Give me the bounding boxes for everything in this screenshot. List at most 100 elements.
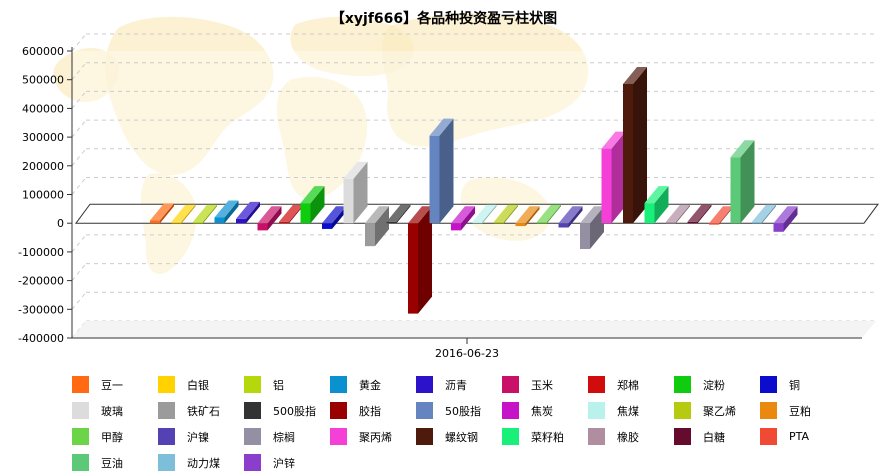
legend-swatch: [158, 376, 175, 393]
bar-12: [386, 204, 411, 224]
legend-swatch: [416, 402, 433, 419]
legend-swatch: [760, 428, 777, 445]
bars: [150, 67, 798, 314]
legend-label: 白银: [187, 378, 209, 392]
legend-label: 豆一: [101, 378, 123, 392]
legend-label: 沪镍: [187, 430, 209, 444]
bar-14: [429, 118, 454, 224]
legend-item[interactable]: 沪锌: [244, 454, 330, 471]
legend-label: 焦炭: [531, 404, 553, 418]
bar-23: [623, 67, 647, 224]
bar-13: [408, 206, 432, 314]
legend-item[interactable]: 聚乙烯: [674, 402, 760, 419]
legend-item[interactable]: 焦煤: [588, 402, 674, 419]
legend-item[interactable]: 玻璃: [72, 402, 158, 419]
legend-label: 淀粉: [703, 378, 725, 392]
legend-swatch: [416, 428, 433, 445]
legend-swatch: [244, 454, 261, 471]
legend-label: 郑棉: [617, 378, 639, 392]
bar-11: [365, 206, 389, 247]
legend-swatch: [760, 402, 777, 419]
legend-item[interactable]: 白糖: [674, 428, 760, 445]
legend-item[interactable]: 菜籽粕: [502, 428, 588, 445]
legend-label: 聚乙烯: [703, 404, 736, 418]
legend-label: 棕榈: [273, 430, 295, 444]
legend-item[interactable]: 棕榈: [244, 428, 330, 445]
legend-item[interactable]: 黄金: [330, 376, 416, 393]
legend-item[interactable]: 橡胶: [588, 428, 674, 445]
y-tick-label: 0: [57, 217, 64, 230]
bar-15: [451, 206, 475, 231]
legend-swatch: [330, 428, 347, 445]
legend-item[interactable]: 淀粉: [674, 376, 760, 393]
bar-21: [580, 206, 604, 250]
legend-item[interactable]: 动力煤: [158, 454, 244, 471]
y-tick-label: 400000: [22, 102, 64, 115]
legend-item[interactable]: 胶指: [330, 402, 416, 419]
bar-19: [537, 204, 561, 224]
chart-legend: 豆一 白银铝黄金 沥青 玉米 郑棉 淀粉铜玻璃 铁矿石 500股指 胶指 50股指 焦炭 焦煤 聚乙烯豆…: [72, 376, 872, 471]
legend-item[interactable]: 聚丙烯: [330, 428, 416, 445]
legend-item[interactable]: 螺纹钢: [416, 428, 502, 445]
legend-label: 黄金: [359, 378, 381, 392]
legend-item[interactable]: PTA: [760, 428, 846, 445]
legend-label: 铜: [789, 378, 800, 392]
bar-28: [730, 140, 755, 224]
bar-18: [515, 206, 540, 227]
y-axis: 600000 500000 400000 300000 200000 100000 0 -10…: [18, 45, 73, 345]
bar-26: [687, 204, 712, 224]
legend-swatch: [72, 402, 89, 419]
legend-item[interactable]: 豆粕: [760, 402, 846, 419]
x-axis: 2016-06-23: [72, 337, 862, 360]
legend-item[interactable]: 甲醇: [72, 428, 158, 445]
legend-label: 玻璃: [101, 404, 123, 418]
legend-swatch: [158, 428, 175, 445]
legend-swatch: [158, 454, 175, 471]
legend-item[interactable]: 豆一: [72, 376, 158, 393]
legend-swatch: [72, 428, 89, 445]
legend-label: 沥青: [445, 378, 467, 392]
y-tick-label: -300000: [18, 303, 64, 316]
legend-swatch: [674, 428, 691, 445]
legend-item[interactable]: 50股指: [416, 402, 502, 419]
legend-swatch: [588, 428, 605, 445]
legend-swatch: [158, 402, 175, 419]
bar-7: [279, 204, 303, 224]
legend-item[interactable]: 焦炭: [502, 402, 588, 419]
legend-item[interactable]: 铝: [244, 376, 330, 393]
legend-item[interactable]: 豆油: [72, 454, 158, 471]
bar-20: [558, 206, 583, 228]
legend-item[interactable]: 沪镍: [158, 428, 244, 445]
legend-swatch: [244, 376, 261, 393]
legend-item[interactable]: 郑棉: [588, 376, 674, 393]
legend-swatch: [72, 376, 89, 393]
legend-swatch: [588, 376, 605, 393]
bar-2: [171, 204, 196, 224]
legend-label: 铁矿石: [187, 404, 220, 418]
legend-item[interactable]: 500股指: [244, 402, 330, 419]
y-tick-label: -100000: [18, 246, 64, 259]
legend-label: 橡胶: [617, 430, 639, 444]
legend-label: 焦煤: [617, 404, 639, 418]
bar-16: [472, 204, 497, 224]
legend-item[interactable]: 铁矿石: [158, 402, 244, 419]
legend-label: 菜籽粕: [531, 430, 564, 444]
y-tick-label: -400000: [18, 332, 64, 345]
chart-title: 【xyjf666】各品种投资盈亏柱状图: [330, 11, 558, 27]
bar-8: [300, 186, 325, 224]
legend-item[interactable]: 铜: [760, 376, 846, 393]
legend-item[interactable]: 白银: [158, 376, 244, 393]
bar-6: [257, 206, 282, 231]
y-tick-label: -200000: [18, 275, 64, 288]
bar-25: [666, 204, 690, 224]
bar-5: [236, 201, 260, 224]
bar-1: [150, 203, 174, 224]
legend-item[interactable]: 玉米: [502, 376, 588, 393]
legend-label: 动力煤: [187, 456, 220, 470]
legend-label: 50股指: [445, 404, 481, 418]
legend-item[interactable]: 沥青: [416, 376, 502, 393]
y-tick-label: 100000: [22, 189, 64, 202]
legend-swatch: [502, 428, 519, 445]
legend-swatch: [330, 376, 347, 393]
